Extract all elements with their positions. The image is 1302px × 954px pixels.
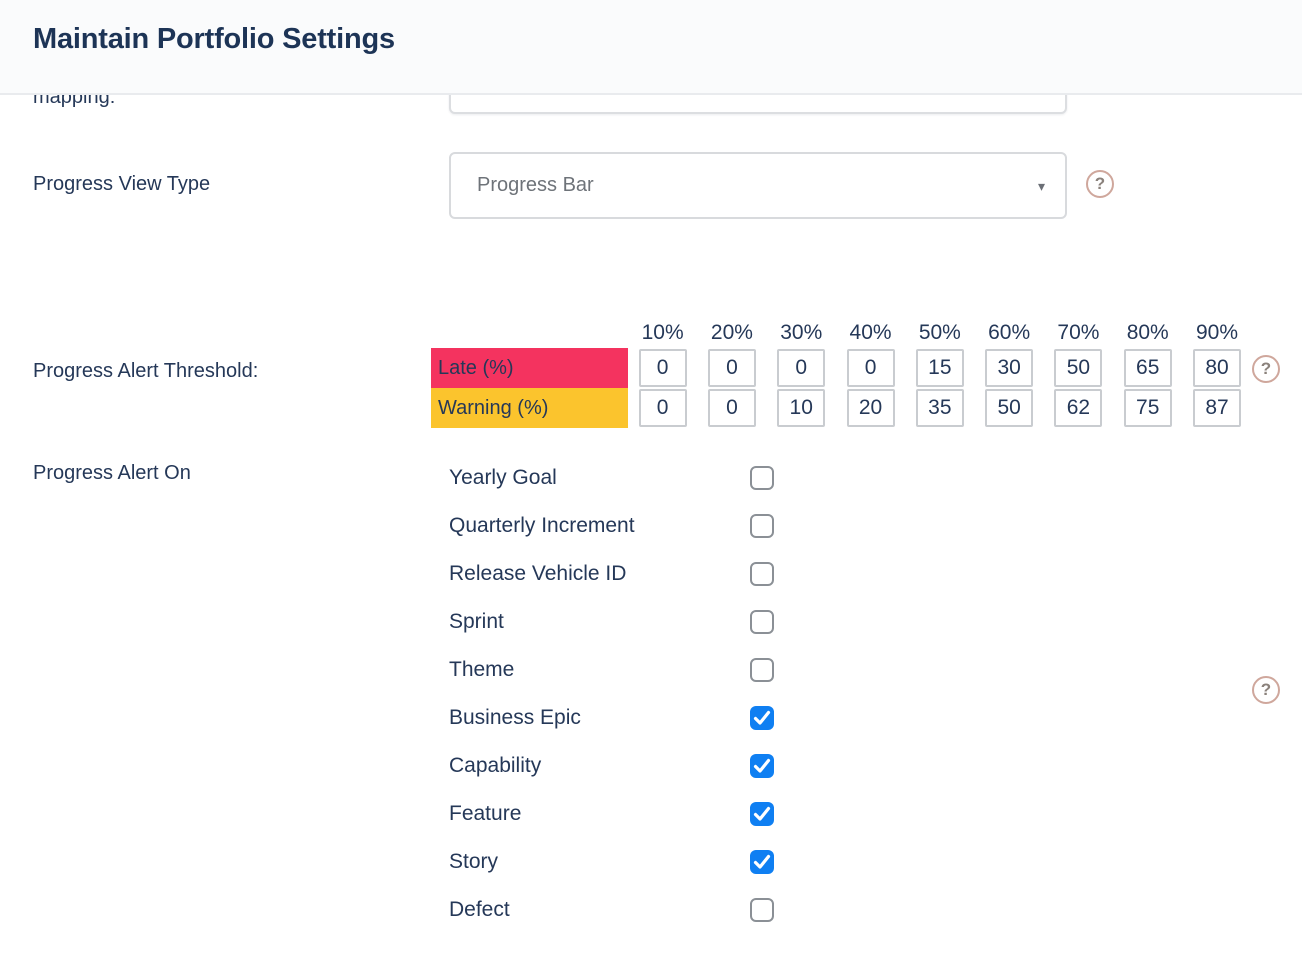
threshold-cell [836,388,905,428]
threshold-cell [1182,348,1251,388]
checkbox-feature[interactable] [750,802,774,826]
alert-on-row: Sprint [449,598,789,646]
threshold-input-late-80[interactable] [1123,349,1172,387]
page-header: Maintain Portfolio Settings [0,0,1302,95]
alert-on-row: Defect [449,886,789,934]
checkmark-icon [753,758,771,773]
threshold-cell [1044,388,1113,428]
checkbox-sprint[interactable] [750,610,774,634]
progress-alert-threshold-label: Progress Alert Threshold: [33,360,259,382]
chevron-down-icon: ▾ [1037,177,1045,194]
checkbox-defect[interactable] [750,898,774,922]
alert-on-label-release-vehicle-id: Release Vehicle ID [449,562,627,585]
threshold-input-warning-90[interactable] [1193,389,1242,427]
threshold-cell [974,388,1043,428]
threshold-input-warning-50[interactable] [915,389,964,427]
alert-on-label-business-epic: Business Epic [449,706,581,729]
alert-on-label-theme: Theme [449,658,515,681]
threshold-column-header: 60% [988,321,1031,344]
threshold-column-header: 90% [1196,321,1239,344]
alert-on-row: Theme [449,646,789,694]
threshold-cell [1113,348,1182,388]
threshold-table: 10% 20% 30% 40% 50% 60% 70% 80% 90% Late (%)Warni… [431,318,1252,428]
checkbox-story[interactable] [750,850,774,874]
threshold-cell [767,388,836,428]
alert-on-label-feature: Feature [449,802,522,825]
checkmark-icon [753,854,771,869]
threshold-cell [905,348,974,388]
threshold-input-warning-20[interactable] [707,389,756,427]
checkbox-quarterly-increment[interactable] [750,514,774,538]
threshold-input-warning-10[interactable] [638,389,687,427]
threshold-cell [1113,388,1182,428]
threshold-input-warning-30[interactable] [777,389,826,427]
page-title: Maintain Portfolio Settings [33,23,395,55]
checkbox-yearly-goal[interactable] [750,466,774,490]
threshold-cell [905,388,974,428]
threshold-column-header: 50% [918,321,961,344]
help-icon[interactable]: ? [1252,676,1280,704]
alert-on-row: Business Epic [449,694,789,742]
threshold-column-header: 30% [780,321,823,344]
threshold-cell [628,348,697,388]
threshold-cell [697,388,766,428]
alert-on-label-story: Story [449,850,499,873]
threshold-column-header: 40% [849,321,892,344]
threshold-column-header: 10% [641,321,684,344]
threshold-cell [836,348,905,388]
alert-on-row: Capability [449,742,789,790]
help-icon[interactable]: ? [1252,355,1280,383]
alert-on-label-defect: Defect [449,898,510,921]
threshold-cell [1044,348,1113,388]
threshold-cell [974,348,1043,388]
progress-view-type-label: Progress View Type [33,173,211,195]
threshold-input-late-30[interactable] [777,349,826,387]
checkmark-icon [753,806,771,821]
alert-on-label-capability: Capability [449,754,542,777]
threshold-cell [767,348,836,388]
alert-on-row: Yearly Goal [449,454,789,502]
threshold-cell [697,348,766,388]
threshold-input-late-40[interactable] [846,349,895,387]
progress-alert-on-list: Yearly Goal Quarterly Increment Release Ve… [449,454,789,934]
alert-on-label-yearly-goal: Yearly Goal [449,466,557,489]
alert-on-row: Story [449,838,789,886]
threshold-input-warning-80[interactable] [1123,389,1172,427]
threshold-input-warning-60[interactable] [985,389,1034,427]
checkmark-icon [753,710,771,725]
threshold-row-label-warning: Warning (%) [431,388,628,428]
alert-on-label-quarterly-increment: Quarterly Increment [449,514,635,537]
alert-on-row: Quarterly Increment [449,502,789,550]
threshold-cell [1182,388,1251,428]
threshold-input-late-60[interactable] [985,349,1034,387]
checkbox-theme[interactable] [750,658,774,682]
threshold-column-header: 80% [1126,321,1169,344]
alert-on-row: Feature [449,790,789,838]
checkbox-business-epic[interactable] [750,706,774,730]
threshold-input-late-90[interactable] [1193,349,1242,387]
checkbox-capability[interactable] [750,754,774,778]
progress-view-type-value: Progress Bar [477,174,594,196]
threshold-column-header: 20% [710,321,753,344]
help-icon[interactable]: ? [1086,170,1114,198]
threshold-row-label-late: Late (%) [431,348,628,388]
alert-on-label-sprint: Sprint [449,610,504,633]
progress-view-type-select[interactable]: Progress Bar ▾ [449,152,1067,219]
threshold-input-late-10[interactable] [638,349,687,387]
threshold-input-late-20[interactable] [707,349,756,387]
threshold-input-warning-70[interactable] [1054,389,1103,427]
threshold-input-late-70[interactable] [1054,349,1103,387]
progress-alert-on-label: Progress Alert On [33,462,191,484]
threshold-cell [628,388,697,428]
threshold-input-late-50[interactable] [915,349,964,387]
alert-on-row: Release Vehicle ID [449,550,789,598]
threshold-input-warning-40[interactable] [846,389,895,427]
threshold-column-header: 70% [1057,321,1100,344]
checkbox-release-vehicle-id[interactable] [750,562,774,586]
